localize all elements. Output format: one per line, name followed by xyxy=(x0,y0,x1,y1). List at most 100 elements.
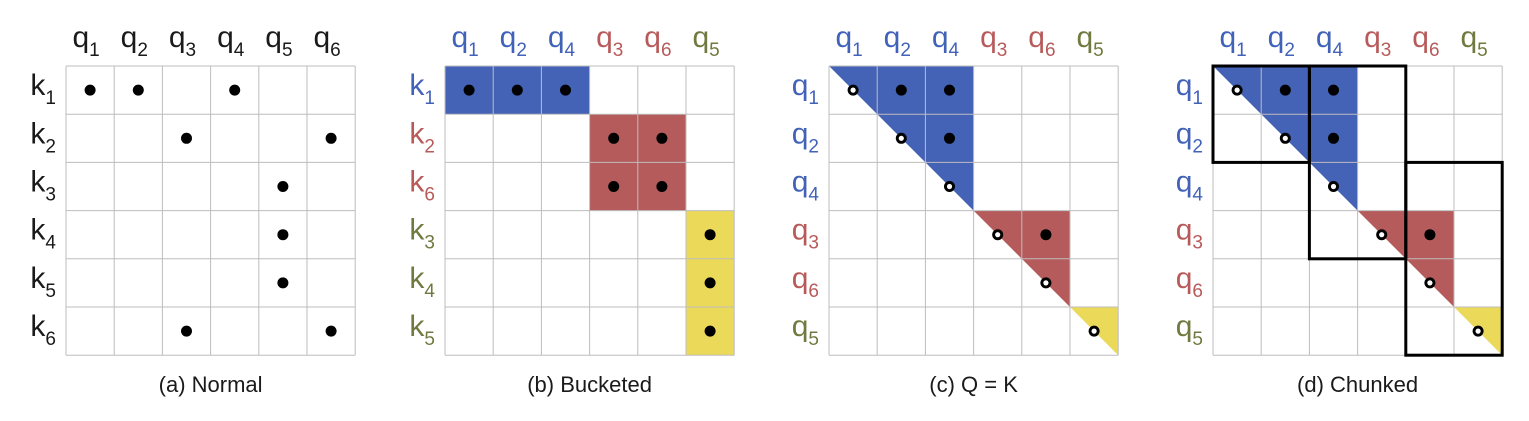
column-label: q3 xyxy=(596,21,623,61)
panel-caption: (a) Normal xyxy=(159,372,263,397)
column-label-base: q xyxy=(1219,21,1236,54)
row-label-base: k xyxy=(30,117,46,150)
row-label: q5 xyxy=(792,310,819,350)
column-label-base: q xyxy=(1412,21,1429,54)
column-label-base: q xyxy=(884,21,901,54)
row-label-base: k xyxy=(409,214,425,247)
attention-dot xyxy=(277,229,289,241)
column-label-base: q xyxy=(72,21,89,54)
column-label: q5 xyxy=(265,21,292,61)
attention-dot xyxy=(181,325,192,337)
attention-dot-self-center xyxy=(1330,183,1337,190)
column-label-base: q xyxy=(596,21,613,54)
row-label: k2 xyxy=(30,117,56,157)
column-label: q6 xyxy=(644,21,671,61)
attention-dot-self-center xyxy=(898,135,904,141)
row-label-subscript: 5 xyxy=(45,281,56,302)
column-label: q5 xyxy=(1076,21,1103,61)
attention-dot xyxy=(608,181,620,192)
column-label-base: q xyxy=(169,21,186,54)
row-label-subscript: 6 xyxy=(1192,281,1203,302)
row-label: q2 xyxy=(1176,117,1203,157)
attention-dot-self-center xyxy=(946,183,953,190)
column-label-subscript: 4 xyxy=(565,40,576,61)
column-label-base: q xyxy=(1316,21,1333,54)
row-label-subscript: 3 xyxy=(808,233,819,254)
row-label-base: q xyxy=(792,166,809,199)
column-label-base: q xyxy=(217,21,234,54)
column-label: q6 xyxy=(313,21,340,61)
panel-caption: (c) Q = K xyxy=(929,372,1018,397)
column-label-subscript: 3 xyxy=(613,40,624,61)
column-label-subscript: 3 xyxy=(997,40,1008,61)
row-label-subscript: 6 xyxy=(424,185,435,206)
row-label: q6 xyxy=(1176,262,1203,302)
row-label-subscript: 5 xyxy=(1192,329,1203,350)
attention-dot xyxy=(704,325,716,337)
column-label-subscript: 4 xyxy=(949,40,960,61)
column-label-base: q xyxy=(1028,21,1045,54)
attention-dot xyxy=(944,84,955,96)
attention-dot xyxy=(229,84,241,96)
column-label: q4 xyxy=(548,21,576,61)
column-label-subscript: 2 xyxy=(900,40,911,61)
row-label-base: q xyxy=(792,214,809,247)
row-label: q5 xyxy=(1176,310,1203,350)
column-label-base: q xyxy=(1268,21,1285,54)
row-label-subscript: 6 xyxy=(45,329,56,350)
column-label-subscript: 5 xyxy=(709,40,720,61)
row-label-base: q xyxy=(1176,117,1193,150)
column-label-base: q xyxy=(644,21,661,54)
column-label-subscript: 2 xyxy=(137,40,148,61)
attention-dot xyxy=(608,132,620,144)
row-label: q4 xyxy=(792,166,820,206)
attention-dot xyxy=(1328,84,1339,96)
column-label-subscript: 1 xyxy=(852,40,863,61)
row-label: q4 xyxy=(1176,166,1204,206)
row-label: q2 xyxy=(792,117,819,157)
column-label-base: q xyxy=(980,21,997,54)
grid xyxy=(828,65,1119,356)
row-label-base: q xyxy=(1176,310,1193,343)
row-label-base: k xyxy=(30,310,46,343)
row-label-base: q xyxy=(1176,214,1193,247)
attention-dot xyxy=(1328,132,1339,144)
attention-dot-self-center xyxy=(1043,280,1049,286)
column-label: q5 xyxy=(692,21,719,61)
row-label: q6 xyxy=(792,262,819,302)
row-label-subscript: 3 xyxy=(45,185,56,206)
row-label-subscript: 5 xyxy=(808,329,819,350)
row-label-subscript: 4 xyxy=(45,233,56,254)
attention-dot-self-center xyxy=(1234,87,1240,93)
row-label: k3 xyxy=(30,166,56,206)
panel-caption: (d) Chunked xyxy=(1297,372,1418,397)
row-label-base: q xyxy=(792,69,809,102)
column-label-subscript: 1 xyxy=(89,40,100,61)
attention-dot-self-center xyxy=(1091,328,1097,334)
panel-caption: (b) Bucketed xyxy=(527,372,652,397)
attention-dot xyxy=(944,132,955,144)
row-label: k4 xyxy=(30,214,56,254)
column-label: q2 xyxy=(1268,21,1295,61)
column-label-subscript: 2 xyxy=(516,40,527,61)
row-label-base: k xyxy=(409,166,425,199)
attention-dot xyxy=(277,277,289,289)
attention-dot xyxy=(704,277,716,289)
column-label-base: q xyxy=(1076,21,1093,54)
row-label: k4 xyxy=(409,262,435,302)
column-label: q5 xyxy=(1460,21,1487,61)
row-label: k6 xyxy=(409,166,435,206)
column-label-base: q xyxy=(1364,21,1381,54)
column-label-base: q xyxy=(121,21,138,54)
row-label: k1 xyxy=(409,69,435,109)
column-label-base: q xyxy=(548,21,565,54)
column-label-base: q xyxy=(1460,21,1477,54)
column-label: q4 xyxy=(932,21,960,61)
attention-dot xyxy=(181,132,192,144)
column-label-base: q xyxy=(932,21,949,54)
column-label: q3 xyxy=(169,21,196,61)
row-label: q3 xyxy=(1176,214,1203,254)
attention-dot xyxy=(1279,84,1291,96)
